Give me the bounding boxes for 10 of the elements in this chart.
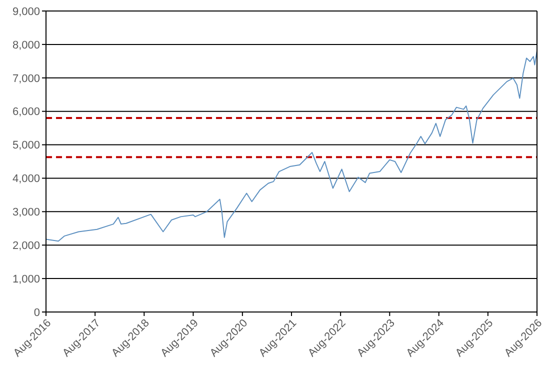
y-tick-label: 9,000 — [12, 6, 40, 18]
y-tick-label: 0 — [34, 306, 40, 319]
y-tick-label: 1,000 — [12, 273, 40, 286]
y-tick-label: 6,000 — [12, 106, 40, 118]
y-tick-label: 7,000 — [12, 72, 40, 85]
y-tick-label: 3,000 — [12, 206, 40, 219]
y-tick-label: 2,000 — [12, 240, 40, 252]
y-tick-label: 8,000 — [12, 39, 40, 52]
y-tick-label: 4,000 — [12, 173, 40, 186]
y-tick-label: 5,000 — [12, 140, 40, 152]
